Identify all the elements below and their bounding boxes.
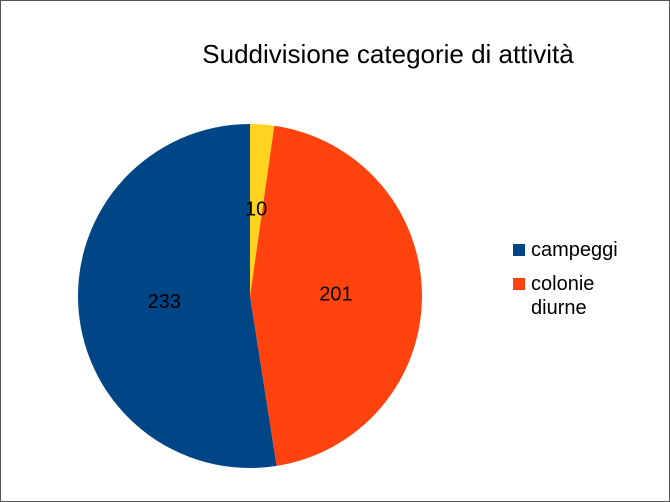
legend-item: campeggi — [513, 238, 653, 262]
chart-title: Suddivisione categorie di attività — [202, 39, 574, 69]
legend-label: campeggi — [531, 239, 618, 261]
legend-swatch — [513, 278, 525, 290]
data-label: 233 — [148, 291, 181, 313]
pie-slice — [250, 125, 422, 466]
legend-label: colonie diurne — [531, 273, 595, 319]
legend-swatch — [513, 244, 525, 256]
data-label: 10 — [245, 198, 267, 220]
pie-slice — [250, 124, 275, 296]
pie-slice — [77, 124, 277, 468]
legend: campeggi colonie diurne — [513, 238, 653, 330]
data-label: 201 — [319, 284, 352, 306]
legend-item: colonie diurne — [513, 272, 653, 320]
